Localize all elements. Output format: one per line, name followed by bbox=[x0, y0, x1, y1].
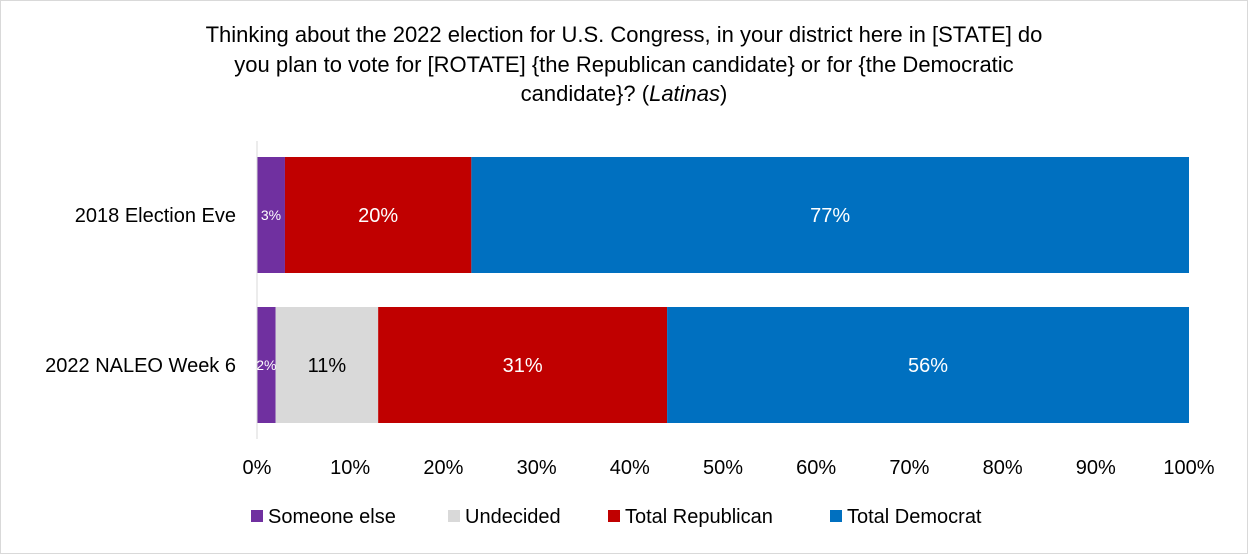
data-label-total-republican-2022-naleo-week-6: 31% bbox=[503, 355, 543, 377]
legend-swatch-someone-else bbox=[251, 510, 263, 522]
chart-title-line-3-text: candidate}? ( bbox=[521, 81, 650, 106]
bar-segment-total-democrat-2018-election-eve bbox=[471, 157, 1189, 273]
x-tick-label-0: 0% bbox=[243, 457, 272, 479]
category-label-2022-naleo-week-6: 2022 NALEO Week 6 bbox=[45, 355, 236, 377]
x-tick-label-50: 50% bbox=[703, 457, 743, 479]
legend-label-total-republican: Total Republican bbox=[625, 506, 773, 528]
data-label-total-democrat-2022-naleo-week-6: 56% bbox=[908, 355, 948, 377]
chart-title-line-2: you plan to vote for [ROTATE] {the Repub… bbox=[234, 52, 1013, 77]
x-tick-label-80: 80% bbox=[983, 457, 1023, 479]
data-label-total-democrat-2018-election-eve: 77% bbox=[810, 205, 850, 227]
legend: Someone else Undecided Total Republican Tot… bbox=[251, 506, 982, 528]
x-tick-label-60: 60% bbox=[796, 457, 836, 479]
x-tick-label-90: 90% bbox=[1076, 457, 1116, 479]
bar-segment-total-democrat-2022-naleo-week-6 bbox=[667, 307, 1189, 423]
x-tick-label-100: 100% bbox=[1163, 457, 1214, 479]
bar-segment-total-republican-2018-election-eve bbox=[284, 157, 472, 273]
data-label-someone-else-2018-election-eve: 3% bbox=[261, 207, 281, 223]
chart-title-emphasis: Latinas bbox=[649, 81, 720, 106]
x-tick-label-30: 30% bbox=[517, 457, 557, 479]
x-tick-label-10: 10% bbox=[330, 457, 370, 479]
legend-label-undecided: Undecided bbox=[465, 506, 561, 528]
bar-segment-undecided-2022-naleo-week-6 bbox=[275, 307, 379, 423]
legend-label-someone-else: Someone else bbox=[268, 506, 396, 528]
bars-group: 2018 Election Eve 3% 20% 77% 2022 NALEO Week… bbox=[45, 157, 1189, 423]
legend-label-total-democrat: Total Democrat bbox=[847, 506, 982, 528]
x-tick-label-20: 20% bbox=[423, 457, 463, 479]
bar-segment-total-republican-2022-naleo-week-6 bbox=[378, 307, 668, 423]
data-label-total-republican-2018-election-eve: 20% bbox=[358, 205, 398, 227]
category-label-2018-election-eve: 2018 Election Eve bbox=[75, 205, 236, 227]
chart-title-line-3: candidate}? (Latinas) bbox=[521, 81, 728, 106]
legend-swatch-undecided bbox=[448, 510, 460, 522]
chart-title-line-1: Thinking about the 2022 election for U.S… bbox=[206, 22, 1043, 47]
x-axis: 0% 10% 20% 30% 40% 50% 60% 70% 80% 90% 100% bbox=[243, 141, 1215, 479]
x-tick-label-40: 40% bbox=[610, 457, 650, 479]
legend-swatch-total-democrat bbox=[830, 510, 842, 522]
bar-segment-someone-else-2018-election-eve bbox=[257, 157, 285, 273]
x-tick-label-70: 70% bbox=[889, 457, 929, 479]
data-label-undecided-2022-naleo-week-6: 11% bbox=[308, 355, 347, 377]
bar-segment-someone-else-2022-naleo-week-6 bbox=[257, 307, 276, 423]
chart-title-close: ) bbox=[720, 81, 727, 106]
legend-swatch-total-republican bbox=[608, 510, 620, 522]
data-label-someone-else-2022-naleo-week-6: 2% bbox=[256, 357, 276, 373]
